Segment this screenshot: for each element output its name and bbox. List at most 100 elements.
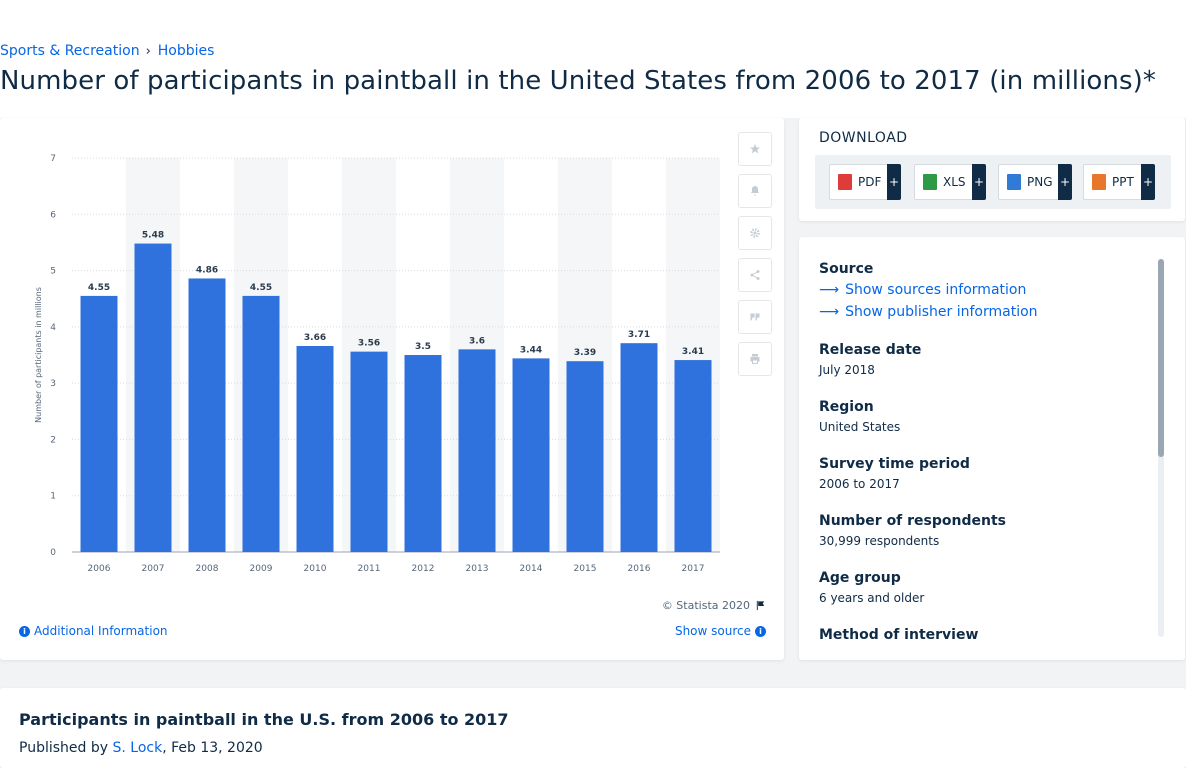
publication-title: Participants in paintball in the U.S. fr… (19, 710, 509, 729)
bar-value-label: 4.55 (88, 283, 110, 293)
png-file-icon (1007, 174, 1021, 190)
arrow-right-icon: ⟶ (819, 282, 840, 298)
copyright-text: © Statista 2020 (661, 599, 750, 612)
pdf-file-icon (838, 174, 852, 190)
share-button[interactable] (738, 258, 772, 292)
bar-chart: 0 1 2 3 4 5 6 7 4.55 5.48 4.86 4.55 3.66 3.56 3.5 3.6 3… (34, 154, 720, 574)
bar-value-label: 3.5 (415, 342, 431, 352)
y-tick-label: 4 (50, 323, 56, 333)
bar-2006[interactable] (80, 295, 118, 552)
bar-2010[interactable] (296, 345, 334, 552)
info-icon: i (755, 625, 766, 637)
x-tick-label: 2017 (682, 564, 705, 574)
breadcrumb-separator: › (145, 43, 151, 59)
arrow-right-icon: ⟶ (819, 304, 840, 320)
show-publisher-label: Show publisher information (845, 304, 1038, 320)
xls-file-icon (923, 174, 937, 190)
flag-icon[interactable] (755, 600, 766, 611)
bar-2017[interactable] (674, 360, 712, 552)
x-tick-label: 2008 (196, 564, 219, 574)
download-buttons: PDF + XLS + PNG + PPT + (815, 155, 1171, 209)
x-tick-label: 2010 (304, 564, 327, 574)
download-png-button[interactable]: PNG + (998, 164, 1072, 200)
bar-2008[interactable] (188, 278, 226, 552)
release-date-heading: Release date (819, 342, 922, 358)
y-tick-label: 7 (50, 154, 56, 164)
y-tick-label: 1 (50, 492, 56, 502)
region-heading: Region (819, 399, 874, 415)
statistic-details-card: Source ⟶ Show sources information ⟶ Show… (799, 237, 1185, 660)
download-xls-button[interactable]: XLS + (914, 164, 986, 200)
y-tick-label: 3 (50, 379, 56, 389)
survey-period-value: 2006 to 2017 (819, 477, 900, 491)
bell-icon (751, 186, 759, 196)
x-tick-label: 2016 (628, 564, 651, 574)
breadcrumb: Sports & Recreation › Hobbies (0, 43, 214, 59)
cite-button[interactable] (738, 300, 772, 334)
bar-value-label: 3.6 (469, 336, 485, 346)
x-tick-label: 2009 (250, 564, 273, 574)
breadcrumb-hobbies[interactable]: Hobbies (157, 43, 215, 59)
show-sources-link[interactable]: ⟶ Show sources information (819, 282, 1149, 298)
print-button[interactable] (738, 342, 772, 376)
bar-value-label: 3.39 (574, 348, 596, 358)
download-pdf-button[interactable]: PDF + (829, 164, 901, 200)
interview-method-heading: Method of interview (819, 627, 979, 643)
bar-value-label: 3.41 (682, 347, 704, 357)
show-source-label: Show source (674, 624, 751, 638)
breadcrumb-sports-recreation[interactable]: Sports & Recreation (0, 43, 140, 59)
bar-value-label: 5.48 (142, 231, 164, 241)
additional-information-label: Additional Information (34, 624, 168, 638)
bar-2007[interactable] (134, 243, 172, 552)
bar-value-label: 4.86 (196, 265, 218, 275)
chart-card: 0 1 2 3 4 5 6 7 4.55 5.48 4.86 4.55 3.66 3.56 3.5 3.6 3… (0, 118, 784, 660)
show-publisher-link[interactable]: ⟶ Show publisher information (819, 304, 1149, 320)
y-tick-label: 0 (50, 548, 56, 558)
bar-value-label: 3.66 (304, 333, 326, 343)
settings-button[interactable] (738, 216, 772, 250)
additional-information-link[interactable]: i Additional Information (19, 624, 168, 638)
x-tick-label: 2015 (574, 564, 597, 574)
show-sources-label: Show sources information (845, 282, 1027, 298)
bar-value-label: 4.55 (250, 283, 272, 293)
bar-2016[interactable] (620, 343, 658, 552)
bar-2011[interactable] (350, 351, 388, 552)
bar-value-label: 3.71 (628, 330, 650, 340)
gear-icon (750, 228, 760, 238)
pdf-label: PDF (858, 175, 882, 189)
pdf-plus-icon[interactable]: + (887, 164, 901, 200)
bar-value-label: 3.44 (520, 345, 542, 355)
x-tick-label: 2007 (142, 564, 165, 574)
release-date-value: July 2018 (819, 363, 875, 377)
png-plus-icon[interactable]: + (1058, 164, 1072, 200)
author-link[interactable]: S. Lock (112, 740, 163, 756)
publication-date: , Feb 13, 2020 (162, 740, 263, 756)
show-source-link[interactable]: Show source i (675, 624, 766, 638)
page-title: Number of participants in paintball in t… (0, 66, 1156, 96)
bar-2013[interactable] (458, 349, 496, 552)
bar-value-label: 3.56 (358, 339, 380, 349)
favorite-button[interactable] (738, 132, 772, 166)
bar-2014[interactable] (512, 358, 550, 552)
x-tick-label: 2011 (358, 564, 381, 574)
share-icon (750, 270, 760, 280)
publication-byline: Published by S. Lock, Feb 13, 2020 (19, 740, 263, 756)
source-heading: Source (819, 261, 874, 277)
publication-card: Participants in paintball in the U.S. fr… (0, 688, 1186, 768)
respondents-heading: Number of respondents (819, 513, 1006, 529)
bar-2009[interactable] (242, 295, 280, 552)
age-group-heading: Age group (819, 570, 901, 586)
ppt-file-icon (1092, 174, 1106, 190)
bar-2015[interactable] (566, 361, 604, 552)
ppt-plus-icon[interactable]: + (1141, 164, 1155, 200)
statistic-details: Source ⟶ Show sources information ⟶ Show… (819, 261, 1149, 648)
respondents-value: 30,999 respondents (819, 534, 940, 548)
notify-button[interactable] (738, 174, 772, 208)
chart-tools (738, 132, 772, 384)
x-tick-label: 2013 (466, 564, 489, 574)
print-icon (750, 354, 760, 364)
details-scrollbar-thumb[interactable] (1158, 259, 1164, 457)
download-ppt-button[interactable]: PPT + (1083, 164, 1155, 200)
bar-2012[interactable] (404, 355, 442, 552)
xls-plus-icon[interactable]: + (972, 164, 986, 200)
